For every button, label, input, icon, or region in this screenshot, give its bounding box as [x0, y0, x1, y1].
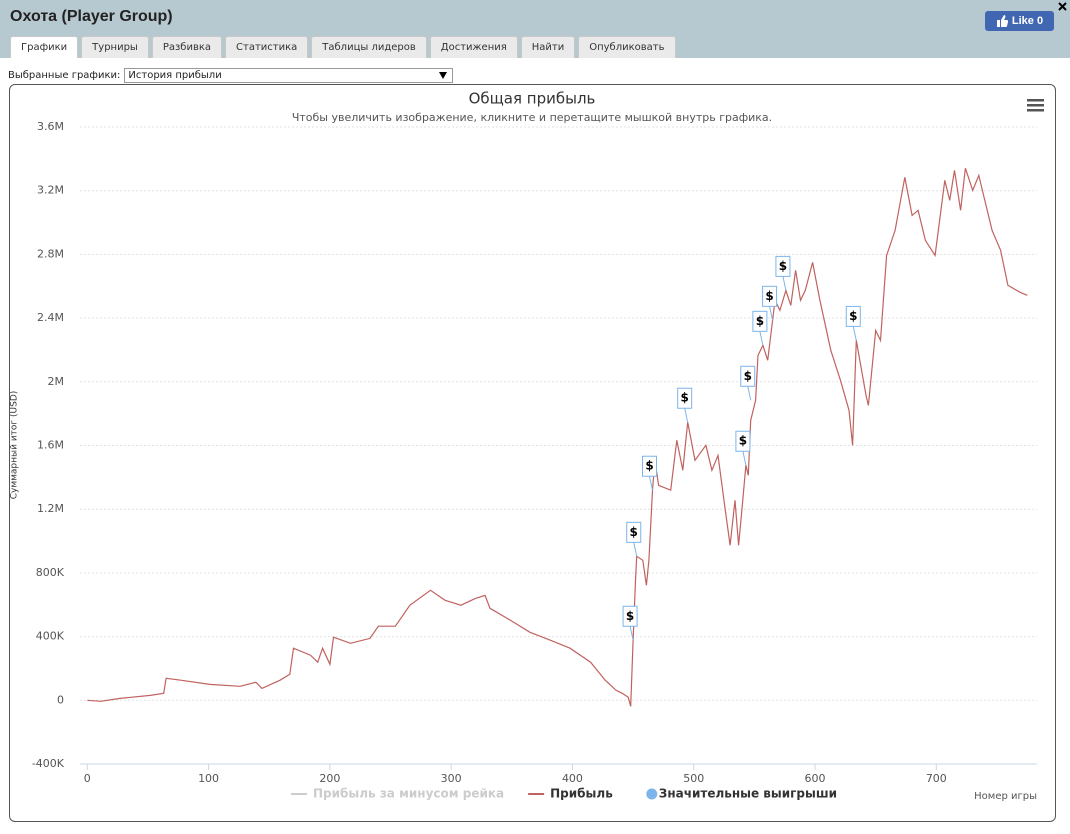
- flag-label: $: [765, 289, 773, 303]
- legend-label: Прибыль за минусом рейка: [313, 787, 504, 801]
- flag-label: $: [630, 525, 638, 539]
- flag-box: [735, 430, 751, 452]
- selector-dropdown[interactable]: История прибыли: [124, 68, 454, 83]
- flag: $: [622, 605, 638, 641]
- x-tick-label: 100: [198, 772, 219, 785]
- flag-stem: [769, 306, 774, 321]
- flag-box: [622, 605, 638, 627]
- y-tick-label: 3.6M: [37, 120, 64, 133]
- flag-box: [677, 387, 693, 409]
- y-tick-label: 2M: [48, 375, 65, 388]
- flag-stem: [759, 331, 764, 346]
- x-tick-label: 400: [562, 772, 583, 785]
- flag-stem: [742, 451, 747, 466]
- flag-label: $: [744, 369, 752, 383]
- y-axis-label: Суммарный итог (USD): [10, 391, 20, 500]
- flag: $: [740, 365, 756, 401]
- flag-label: $: [739, 434, 747, 448]
- flag-box: [762, 285, 778, 307]
- flag-stem: [629, 626, 634, 641]
- header-bar: Охота (Player Group) Like 0 Графики Турни…: [0, 0, 1070, 58]
- flag-box: [626, 521, 642, 543]
- flag-stem: [782, 276, 787, 291]
- flag: $: [677, 387, 693, 423]
- flag-stem: [633, 542, 638, 557]
- y-tick-label: 2.4M: [37, 311, 64, 324]
- chart: Общая прибыль Чтобы увеличить изображени…: [10, 90, 1044, 802]
- group-title: Охота (Player Group): [10, 8, 173, 25]
- flag-box: [740, 365, 756, 387]
- close-icon[interactable]: [1058, 2, 1067, 11]
- like-icon: [996, 15, 1008, 27]
- x-tick-label: 300: [441, 772, 462, 785]
- flag-label: $: [680, 391, 688, 405]
- legend-symbol: [646, 788, 658, 800]
- like-label: Like 0: [1011, 15, 1044, 27]
- y-tick-label: 400K: [36, 630, 65, 643]
- y-tick-label: 2.8M: [37, 247, 64, 260]
- flag-stem: [747, 386, 752, 401]
- tab[interactable]: Таблицы лидеров: [311, 36, 427, 58]
- flag-stem: [649, 476, 653, 491]
- selector-label: Выбранные графики:: [8, 70, 121, 81]
- tab[interactable]: Достижения: [429, 36, 518, 58]
- selector-value: История прибыли: [128, 70, 222, 81]
- x-tick-label: 600: [805, 772, 826, 785]
- flag-stem: [852, 326, 857, 341]
- tab[interactable]: Статистика: [225, 36, 309, 58]
- tab[interactable]: Разбивка: [151, 36, 223, 58]
- flag-label: $: [779, 259, 787, 273]
- flag-label: $: [645, 459, 653, 473]
- y-tick-label: -400K: [32, 757, 65, 770]
- legend-item[interactable]: Значительные выигрыши: [646, 787, 837, 801]
- flag: $: [762, 285, 778, 321]
- flag: $: [775, 255, 791, 291]
- tab-bar: Графики Турниры Разбивка Статистика Таблицы …: [10, 36, 676, 58]
- flag-box: [845, 305, 861, 327]
- flag: $: [845, 305, 861, 341]
- tab[interactable]: Турниры: [81, 36, 149, 58]
- flag: $: [626, 521, 642, 557]
- x-tick-label: 500: [683, 772, 704, 785]
- menu-icon[interactable]: [1027, 99, 1044, 112]
- x-tick-label: 700: [926, 772, 947, 785]
- chart-subtitle: Чтобы увеличить изображение, кликните и …: [292, 111, 772, 124]
- flag-box: [775, 255, 791, 277]
- flag-box: [752, 310, 768, 332]
- flag-label: $: [849, 309, 857, 323]
- legend-item[interactable]: Прибыль за минусом рейка: [291, 787, 504, 801]
- profit-line: [87, 168, 1028, 707]
- y-tick-label: 1.6M: [37, 439, 64, 452]
- flag: $: [752, 310, 768, 346]
- flag: $: [642, 455, 658, 491]
- dropdown-arrow: [439, 72, 448, 79]
- legend-label: Значительные выигрыши: [659, 787, 837, 801]
- tab[interactable]: Графики: [10, 36, 79, 58]
- chart-title: Общая прибыль: [469, 90, 596, 108]
- legend-item[interactable]: Прибыль: [528, 787, 613, 801]
- like-button[interactable]: Like 0: [985, 11, 1054, 31]
- flag: $: [735, 430, 751, 466]
- chart-selector: Выбранные графики: История прибыли: [8, 68, 454, 83]
- chart-frame: [9, 84, 1056, 822]
- flag-label: $: [626, 609, 634, 623]
- flag-box: [642, 455, 658, 477]
- x-tick-label: 200: [319, 772, 340, 785]
- tab[interactable]: Опубликовать: [578, 36, 676, 58]
- legend-label: Прибыль: [550, 787, 613, 801]
- flag-stem: [684, 408, 689, 423]
- y-tick-label: 3.2M: [37, 184, 64, 197]
- y-tick-label: 1.2M: [37, 502, 64, 515]
- y-tick-label: 800K: [36, 566, 65, 579]
- x-tick-label: 0: [84, 772, 91, 785]
- x-axis-label: Номер игры: [974, 791, 1037, 802]
- y-tick-label: 0: [57, 693, 64, 706]
- tab[interactable]: Найти: [520, 36, 576, 58]
- flag-label: $: [756, 314, 764, 328]
